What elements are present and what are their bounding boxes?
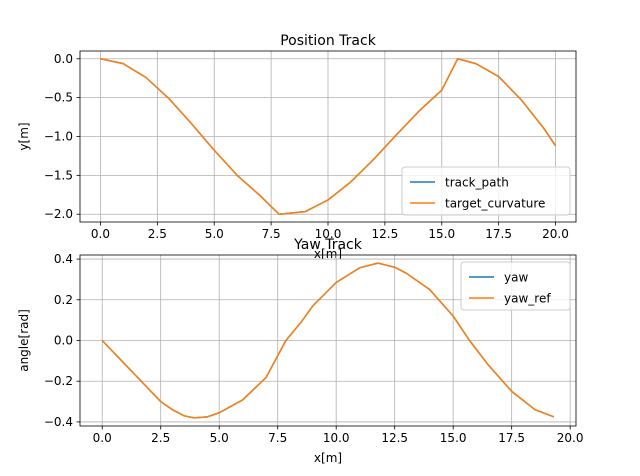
legend-label: target_curvature <box>445 197 545 211</box>
x-axis-label: x[m] <box>314 247 342 261</box>
legend-box <box>401 166 571 216</box>
x-tick-label: 5.0 <box>205 227 224 241</box>
position-track-chart: 0.0 2.5 5.0 7.5 10.0 12.5 15.0 17.5 20.0 0.0 −0.5 −… <box>17 33 577 261</box>
x-tick-label: 20.0 <box>557 431 584 445</box>
y-tick-label: −1.5 <box>44 168 73 182</box>
y-tick-label: −1.0 <box>44 130 73 144</box>
x-tick-label: 0.0 <box>91 227 110 241</box>
x-tick-label: 15.0 <box>428 227 455 241</box>
y-tick-label: 0.0 <box>54 334 73 348</box>
legend-label: yaw_ref <box>504 292 551 306</box>
x-tick-label: 17.5 <box>485 227 512 241</box>
y-tick-label: 0.0 <box>54 52 73 66</box>
chart-title: Yaw Track <box>293 237 363 253</box>
x-tick-label: 17.5 <box>498 431 525 445</box>
x-axis-label: x[m] <box>314 451 342 465</box>
x-tick-label: 7.5 <box>268 431 287 445</box>
y-axis-label: y[m] <box>17 122 31 150</box>
y-tick-label: −0.4 <box>44 415 73 429</box>
x-tick-label: 20.0 <box>542 227 569 241</box>
yaw-track-chart: 0.0 2.5 5.0 7.5 10.0 12.5 15.0 17.5 20.0 0.4 0.2 0.… <box>17 237 584 465</box>
x-tick-label: 15.0 <box>440 431 467 445</box>
x-tick-label: 2.5 <box>151 431 170 445</box>
series-line-yaw-ref <box>101 262 555 419</box>
x-tick-label: 7.5 <box>262 227 281 241</box>
y-tick-label: −0.2 <box>44 374 73 388</box>
chart-title: Position Track <box>280 33 376 49</box>
x-tick-label: 0.0 <box>93 431 112 445</box>
y-tick-label: 0.2 <box>54 293 73 307</box>
legend-label: yaw <box>504 271 528 285</box>
x-tick-label: 5.0 <box>210 431 229 445</box>
x-tick-label: 12.5 <box>372 227 399 241</box>
series-line-target-curvature <box>100 58 557 215</box>
x-tick-label: 2.5 <box>148 227 167 241</box>
legend-label: track_path <box>445 176 509 190</box>
x-tick-label: 10.0 <box>323 431 350 445</box>
y-tick-label: 0.4 <box>54 252 73 266</box>
x-tick-label: 10.0 <box>315 227 342 241</box>
y-axis-label: angle[rad] <box>17 309 31 372</box>
y-tick-label: −0.5 <box>44 91 73 105</box>
x-tick-label: 12.5 <box>381 431 408 445</box>
y-tick-label: −2.0 <box>44 207 73 221</box>
